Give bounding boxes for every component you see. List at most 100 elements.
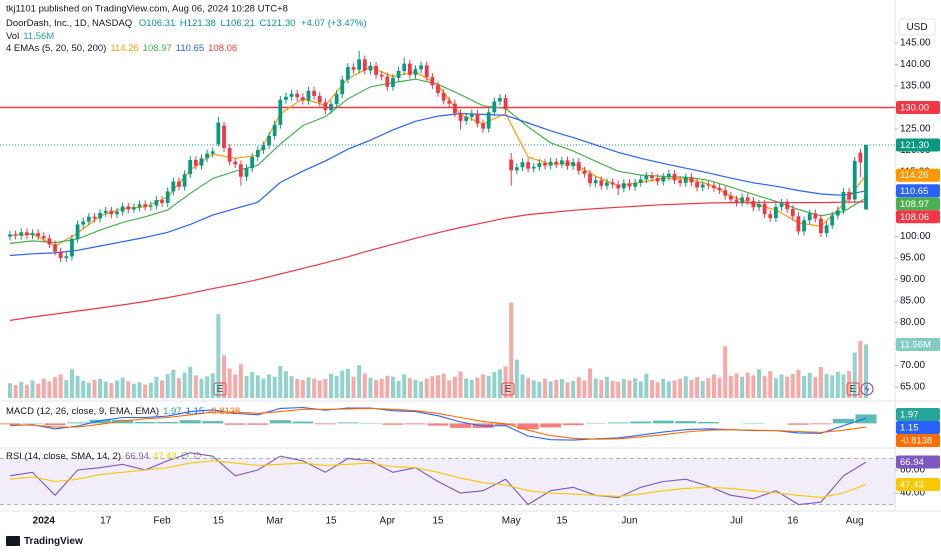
volume-bar [199, 378, 204, 398]
candle-body [261, 145, 266, 151]
candle-body [300, 97, 305, 101]
volume-bar [644, 373, 649, 398]
rsi-line [9, 460, 867, 499]
candle-body [565, 160, 570, 167]
x-tick-label: 15 [213, 516, 225, 527]
candle-body [177, 181, 181, 187]
candle-body [858, 152, 863, 163]
candle-body [345, 67, 350, 80]
candle-body [385, 76, 390, 87]
volume-bar [616, 381, 621, 398]
volume-bar [160, 380, 165, 398]
candle-body [160, 200, 164, 204]
candle-body [137, 204, 142, 208]
candle-body [379, 74, 384, 77]
volume-bar [295, 379, 300, 398]
candle-body [717, 187, 722, 191]
y-tick-label: 85.00 [900, 296, 925, 307]
candle-body [334, 94, 339, 105]
candle-body [272, 124, 277, 136]
volume-bar [41, 378, 46, 398]
candle-body [796, 216, 801, 232]
volume-bar [492, 372, 497, 398]
candle-body [312, 90, 317, 96]
legend-item: 1.97 [163, 406, 182, 417]
ema-line [9, 112, 867, 257]
candle-body [92, 216, 97, 219]
volume-bar [306, 377, 311, 398]
candle-body [638, 179, 643, 183]
x-tick-label: 15 [432, 516, 444, 527]
volume-bar [24, 384, 29, 398]
candle-body [430, 76, 435, 86]
candle-body [599, 180, 604, 186]
candle-body [8, 234, 12, 237]
candle-body [391, 77, 395, 87]
candle-body [323, 102, 328, 111]
candle-body [154, 200, 159, 206]
candle-body [537, 163, 542, 167]
volume-bar [205, 376, 210, 398]
volume-bar [148, 382, 153, 398]
macd-histogram-bar [202, 421, 224, 424]
volume-bar [864, 344, 868, 398]
candle-body [745, 197, 750, 201]
candle-body [526, 162, 531, 169]
volume-bar [351, 376, 356, 398]
candle-body [486, 112, 491, 129]
volume-bar [633, 378, 638, 398]
volume-bar [36, 383, 41, 398]
candle-body [582, 170, 587, 174]
legend-item: 108.97 [143, 43, 172, 54]
candle-body [864, 144, 868, 210]
volume-bar [469, 379, 474, 398]
candle-body [165, 191, 170, 204]
y-tick-label: 70.00 [900, 360, 925, 371]
volume-bar [740, 376, 745, 398]
currency: USD [906, 22, 927, 33]
volume-bar [368, 377, 373, 398]
volume-bar [571, 380, 576, 398]
candle-body [492, 101, 497, 113]
volume-bar [768, 371, 773, 398]
volume-bar [182, 372, 187, 398]
candle-body [120, 206, 125, 212]
macd-histogram-bar [787, 423, 809, 425]
candle-body [284, 96, 288, 100]
volume-bar [790, 373, 795, 398]
candle-body [548, 161, 553, 166]
candle-body [227, 147, 232, 162]
price-badge-label: 121.30 [900, 140, 929, 151]
candle-body [751, 200, 756, 208]
volume-bar [165, 373, 170, 398]
legend-item: 108.06 [208, 43, 237, 54]
macd-histogram-bar [562, 423, 584, 426]
volume-bar [227, 368, 232, 398]
volume-bar [717, 377, 722, 398]
volume-bar [30, 380, 35, 398]
macd-histogram-bar [179, 420, 201, 424]
volume-bar [115, 380, 119, 398]
candle-body [588, 173, 592, 184]
price-badge-label: 114.26 [900, 170, 928, 181]
candle-body [610, 182, 615, 185]
brand-logo [6, 536, 20, 546]
legend-item: 1.15 [186, 406, 205, 417]
candle-body [672, 173, 677, 181]
candle-body [841, 191, 846, 211]
candle-body [593, 180, 598, 184]
volume-bar [481, 374, 486, 398]
legend: 4 EMAs (5, 20, 50, 200) 114.26 108.97 110.6… [6, 43, 237, 54]
volume-bar [802, 375, 807, 398]
volume-bar [520, 374, 525, 398]
price-badge-label: 1.15 [900, 422, 919, 433]
volume-bar [374, 379, 379, 398]
volume-bar [69, 369, 74, 398]
candle-body [143, 204, 148, 207]
candle-body [126, 206, 131, 210]
macd-histogram-bar [134, 422, 156, 424]
volume-bar [813, 377, 818, 398]
volume-bar [497, 369, 502, 398]
candle-body [464, 116, 469, 121]
